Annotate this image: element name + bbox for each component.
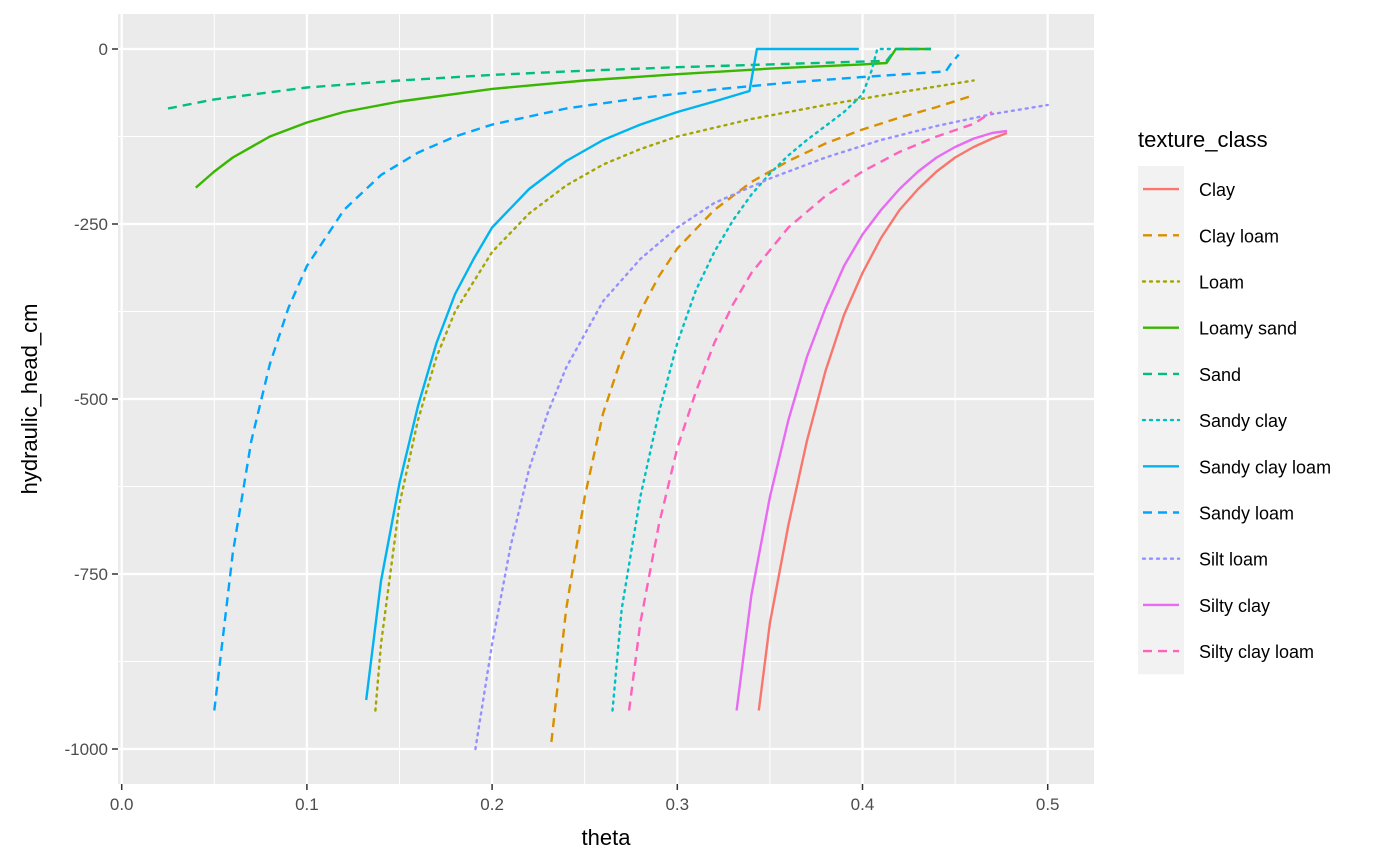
y-tick-label: -1000 xyxy=(65,740,108,759)
legend-label: Sandy loam xyxy=(1199,504,1294,524)
x-tick-label: 0.2 xyxy=(480,795,504,814)
legend: texture_class Clay Clay loam Loam Loamy san… xyxy=(1138,127,1331,675)
legend-label: Silty clay xyxy=(1199,596,1270,616)
legend-label: Sandy clay xyxy=(1199,411,1287,431)
y-tick-label: 0 xyxy=(99,40,108,59)
series-line-sandy-clay xyxy=(611,47,892,712)
legend-items: Clay Clay loam Loam Loamy sand Sand Sandy cla… xyxy=(1138,166,1331,675)
y-axis-title: hydraulic_head_cm xyxy=(17,304,42,495)
legend-label: Sand xyxy=(1199,365,1241,385)
x-axis-title: theta xyxy=(582,825,632,850)
x-tick-label: 0.5 xyxy=(1036,795,1060,814)
series-line-silty-clay-loam xyxy=(627,110,993,711)
y-tick-label: -750 xyxy=(74,565,108,584)
series-layer xyxy=(167,47,1049,751)
y-tick-label: -500 xyxy=(74,390,108,409)
legend-label: Clay xyxy=(1199,180,1235,200)
series-line-loam xyxy=(374,79,975,712)
legend-title: texture_class xyxy=(1138,127,1268,152)
y-tick-label: -250 xyxy=(74,215,108,234)
legend-label: Silty clay loam xyxy=(1199,642,1314,662)
series-line-sand xyxy=(167,47,931,110)
series-line-clay-loam xyxy=(550,94,974,743)
x-tick-label: 0.4 xyxy=(851,795,875,814)
x-tick-label: 0.0 xyxy=(110,795,134,814)
y-axis: 0 -250 -500 -750 -1000 xyxy=(65,40,118,759)
grid-major xyxy=(118,14,1094,784)
x-tick-label: 0.3 xyxy=(665,795,689,814)
legend-label: Silt loam xyxy=(1199,550,1268,570)
series-line-silt-loam xyxy=(474,103,1049,751)
x-tick-label: 0.1 xyxy=(295,795,319,814)
legend-label: Loamy sand xyxy=(1199,319,1297,339)
series-line-clay xyxy=(757,131,1008,711)
x-axis: 0.0 0.1 0.2 0.3 0.4 0.5 xyxy=(110,784,1060,814)
series-line-sandy-loam xyxy=(213,53,960,711)
legend-label: Clay loam xyxy=(1199,226,1279,246)
series-line-silty-clay xyxy=(735,129,1008,711)
series-line-sandy-clay-loam xyxy=(365,47,859,701)
legend-label: Sandy clay loam xyxy=(1199,457,1331,477)
legend-label: Loam xyxy=(1199,273,1244,293)
series-line-loamy-sand xyxy=(195,47,931,189)
